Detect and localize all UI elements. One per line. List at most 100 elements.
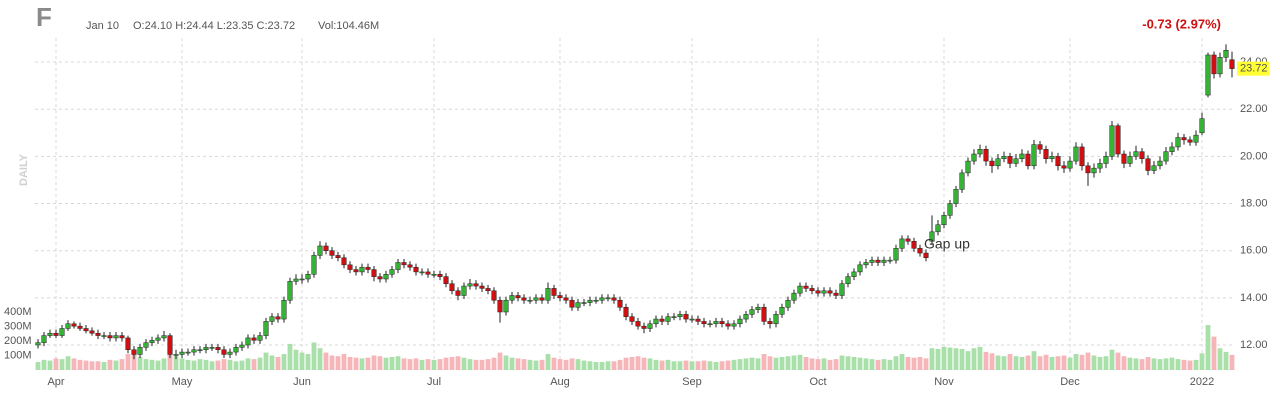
candle-body xyxy=(83,328,89,332)
candle-body xyxy=(887,259,893,262)
candle-body xyxy=(1127,156,1133,164)
volume-bar xyxy=(401,358,407,370)
volume-bar xyxy=(971,348,977,370)
volume-bar xyxy=(695,361,701,370)
volume-bar xyxy=(89,361,95,370)
candle-body xyxy=(1073,146,1079,162)
volume-bar xyxy=(467,359,473,370)
candle-body xyxy=(221,349,227,355)
volume-bar xyxy=(209,361,215,370)
candle-body xyxy=(1199,118,1205,134)
candle-body xyxy=(917,248,923,254)
candle-body xyxy=(1019,153,1025,159)
volume-bar xyxy=(1157,359,1163,370)
volume-bar xyxy=(287,343,293,370)
volume-bar xyxy=(905,356,911,370)
candle-body xyxy=(371,269,377,277)
candle-body xyxy=(785,299,791,308)
candle-body xyxy=(1067,160,1073,169)
volume-bar xyxy=(149,359,155,370)
volume-bar xyxy=(647,358,653,370)
volume-bar xyxy=(491,357,497,370)
candle-body xyxy=(173,354,179,356)
volume-bar xyxy=(977,346,983,370)
volume-bar xyxy=(1127,357,1133,370)
candle-body xyxy=(911,241,917,249)
volume-bar xyxy=(233,361,239,370)
x-tick-label: Jul xyxy=(427,376,441,388)
candle-body xyxy=(383,274,389,280)
volume-bar xyxy=(101,362,107,370)
volume-bar xyxy=(173,356,179,370)
candle-body xyxy=(749,309,755,315)
period: DAILY xyxy=(18,153,30,186)
volume-bar xyxy=(665,359,671,370)
candle-body xyxy=(497,299,503,313)
volume-bar xyxy=(611,361,617,370)
candle-body xyxy=(767,321,773,325)
candle-body xyxy=(377,276,383,280)
candle-body xyxy=(647,323,653,329)
volume-bar xyxy=(455,356,461,370)
candle-body xyxy=(467,283,473,287)
volume-bar xyxy=(875,359,881,370)
candle-body xyxy=(947,203,953,216)
price-tag-label: 23.72 xyxy=(1240,63,1268,75)
volume-bar xyxy=(161,358,167,370)
candle-body xyxy=(683,314,689,320)
candle-body xyxy=(593,299,599,302)
volume-bar xyxy=(995,355,1001,370)
volume-bar xyxy=(299,352,305,370)
volume-bar xyxy=(335,356,341,370)
volume-bar xyxy=(623,357,629,370)
candle-body xyxy=(845,276,851,284)
candle-body xyxy=(713,321,719,325)
y-tick-label: 18.00 xyxy=(1240,197,1268,209)
candle-body xyxy=(551,288,557,296)
x-tick-label: Sep xyxy=(682,376,702,388)
candle-body xyxy=(305,274,311,280)
candle-body xyxy=(1229,59,1235,69)
volume-bar xyxy=(419,359,425,370)
candle-body xyxy=(353,269,359,273)
volume-bar xyxy=(323,352,329,370)
x-tick-label: Apr xyxy=(47,376,64,388)
volume-bar xyxy=(377,356,383,370)
candle-body xyxy=(1157,160,1163,167)
volume-bar xyxy=(731,359,737,370)
candle-body xyxy=(1061,165,1067,169)
volume-bar xyxy=(1205,325,1211,370)
volume-bar xyxy=(449,356,455,370)
volume-bar xyxy=(1181,359,1187,370)
volume-bar xyxy=(1025,355,1031,370)
candle-body xyxy=(989,160,995,167)
candle-body xyxy=(599,297,605,301)
candle-body xyxy=(557,295,563,299)
candle-body xyxy=(401,262,407,266)
volume-bar xyxy=(65,356,71,370)
volume-bar xyxy=(593,362,599,370)
volume-bar xyxy=(881,359,887,370)
candle-body xyxy=(473,283,479,287)
candle-body xyxy=(671,316,677,318)
candle-body xyxy=(755,307,761,310)
volume-bar xyxy=(965,351,971,370)
volume-bar xyxy=(1055,356,1061,370)
candle-body xyxy=(65,323,71,329)
volume-bar xyxy=(587,361,593,370)
volume-bar xyxy=(137,356,143,370)
candle-body xyxy=(461,285,467,296)
volume-bar xyxy=(851,356,857,370)
candle-body xyxy=(923,252,929,259)
candle-body xyxy=(677,314,683,317)
change: -0.73 (2.97%) xyxy=(1142,16,1221,31)
candle-body xyxy=(641,325,647,329)
candle-body xyxy=(407,264,413,268)
volume-bar xyxy=(125,354,131,370)
candle-body xyxy=(449,283,455,292)
volume-bar xyxy=(701,360,707,370)
volume-bar xyxy=(167,350,173,370)
volume-bar xyxy=(857,357,863,370)
volume-bar xyxy=(1007,354,1013,370)
volume-bar xyxy=(923,358,929,370)
